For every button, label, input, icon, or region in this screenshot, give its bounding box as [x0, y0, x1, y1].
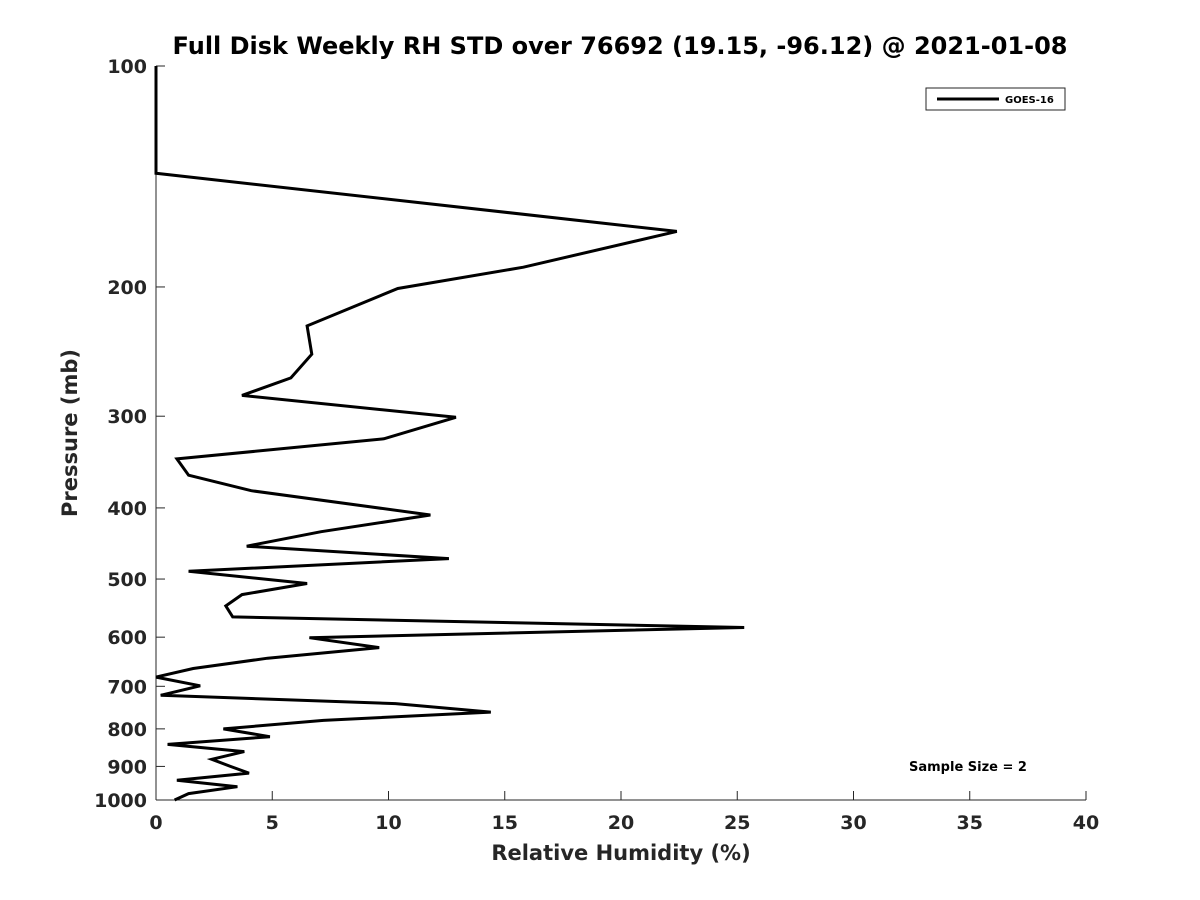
legend-label-goes-16: GOES-16 — [1005, 95, 1054, 106]
y-tick-label: 300 — [107, 406, 147, 428]
y-tick-label: 500 — [107, 569, 147, 591]
y-tick-label: 600 — [107, 627, 147, 649]
x-axis-label: Relative Humidity (%) — [491, 841, 750, 865]
y-tick-label: 800 — [107, 719, 147, 741]
x-tick-label: 5 — [266, 812, 279, 834]
sample-size-annotation: Sample Size = 2 — [909, 760, 1027, 775]
x-tick-label: 20 — [608, 812, 634, 834]
x-tick-label: 10 — [375, 812, 401, 834]
y-axis-ticks: 100 200 300 400 500 600 700 800 900 1000 — [94, 56, 165, 812]
plot-axes — [155, 66, 1086, 801]
y-tick-label: 700 — [107, 676, 147, 698]
x-tick-label: 0 — [149, 812, 162, 834]
y-tick-label: 900 — [107, 756, 147, 778]
x-tick-label: 25 — [724, 812, 750, 834]
y-tick-label: 1000 — [94, 790, 147, 812]
legend: GOES-16 — [925, 87, 1066, 111]
y-axis-label: Pressure (mb) — [58, 349, 82, 517]
y-tick-label: 400 — [107, 498, 147, 520]
x-tick-label: 30 — [840, 812, 866, 834]
series-points — [155, 65, 745, 801]
x-tick-label: 40 — [1073, 812, 1099, 834]
x-tick-label: 15 — [492, 812, 518, 834]
y-tick-label: 200 — [107, 277, 147, 299]
series-line-goes-16 — [154, 66, 745, 802]
x-tick-label: 35 — [957, 812, 983, 834]
chart-title: Full Disk Weekly RH STD over 76692 (19.1… — [173, 32, 1068, 60]
y-tick-label: 100 — [107, 56, 147, 78]
x-axis-ticks: 0 5 10 15 20 25 30 35 40 — [149, 791, 1099, 834]
